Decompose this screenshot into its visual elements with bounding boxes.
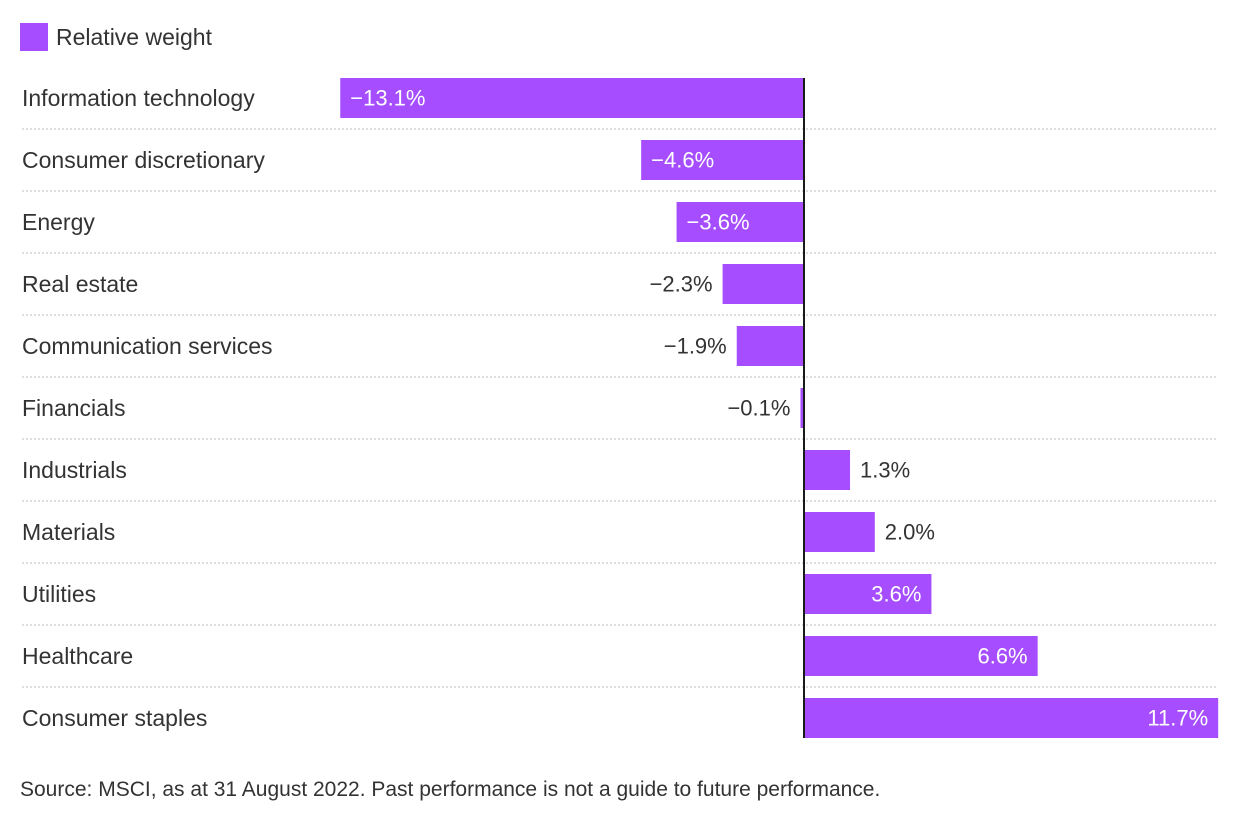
category-label: Real estate (22, 271, 138, 297)
bar (722, 264, 804, 304)
data-label: 11.7% (1147, 706, 1208, 731)
data-label: 2.0% (885, 520, 935, 545)
bar (804, 636, 1038, 676)
category-label: Materials (22, 519, 115, 545)
legend-swatch (20, 23, 48, 51)
category-label: Information technology (22, 85, 255, 111)
data-label: 1.3% (860, 458, 910, 483)
legend: Relative weight (20, 22, 212, 52)
bar (804, 698, 1219, 738)
bar (641, 140, 804, 180)
bar (804, 512, 875, 552)
data-label: −4.6% (651, 148, 714, 173)
data-label: −1.9% (664, 334, 727, 359)
category-label: Utilities (22, 581, 96, 607)
category-label: Communication services (22, 333, 273, 359)
data-label: −3.6% (687, 210, 750, 235)
bar (676, 202, 804, 242)
category-label: Industrials (22, 457, 127, 483)
data-label: −2.3% (650, 272, 713, 297)
source-note: Source: MSCI, as at 31 August 2022. Past… (20, 778, 881, 801)
bar (340, 78, 804, 118)
category-label: Financials (22, 395, 126, 421)
bar (800, 388, 804, 428)
data-label: −0.1% (727, 396, 790, 421)
category-label: Consumer discretionary (22, 147, 265, 173)
category-label: Healthcare (22, 643, 133, 669)
bar (804, 574, 932, 614)
category-label: Consumer staples (22, 705, 207, 731)
legend-label: Relative weight (56, 23, 212, 50)
bar-chart: Information technology −13.1% Consumer dis… (22, 78, 1219, 738)
bar (804, 450, 851, 490)
bar (736, 326, 804, 366)
data-label: 3.6% (871, 582, 921, 607)
data-label: −13.1% (350, 86, 425, 111)
category-label: Energy (22, 209, 95, 235)
data-label: 6.6% (977, 644, 1027, 669)
